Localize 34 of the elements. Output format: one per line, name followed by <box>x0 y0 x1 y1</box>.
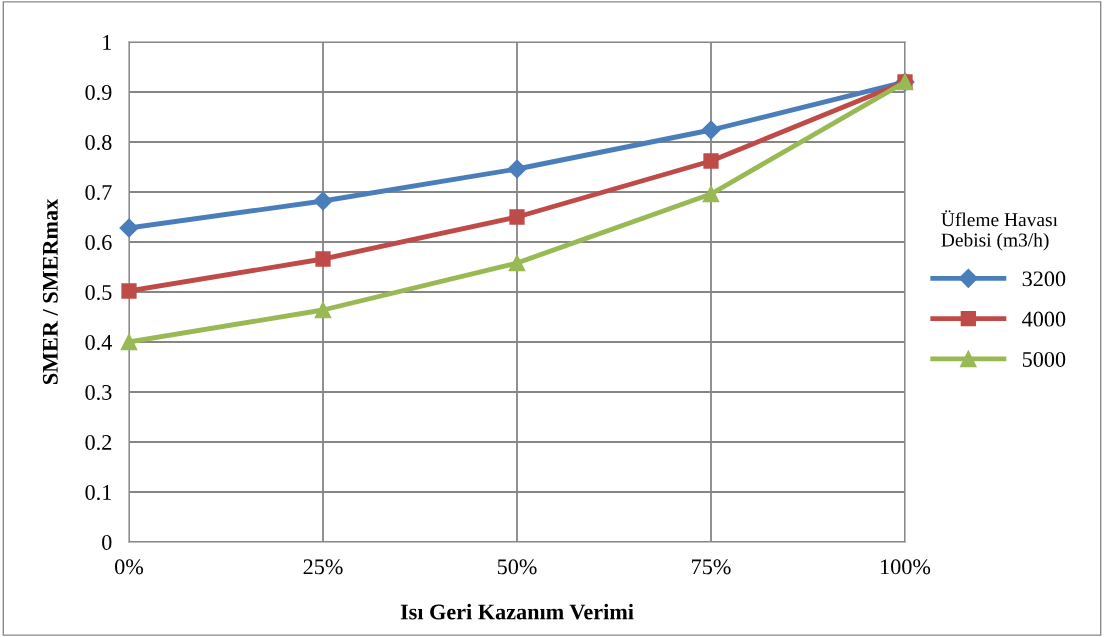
x-tick-label: 50% <box>497 559 537 575</box>
point <box>314 301 332 319</box>
y-tick-label: 0.3 <box>85 384 112 401</box>
y-tick-label: 0.1 <box>85 484 111 501</box>
point <box>703 153 719 169</box>
point <box>509 209 525 225</box>
x-tick-label: 25% <box>303 559 343 575</box>
point <box>313 191 333 211</box>
y-tick-label: 0 <box>102 534 112 550</box>
y-tick-label: 0.9 <box>85 84 112 101</box>
point <box>121 283 137 299</box>
legend-label: 3200 <box>1022 271 1066 287</box>
point <box>702 185 720 203</box>
y-axis-title: SMER / SMERmax <box>42 198 58 385</box>
legend-label: 4000 <box>1022 311 1066 327</box>
point <box>701 120 721 140</box>
y-tick-label: 0.6 <box>85 234 112 251</box>
y-tick-label: 0.5 <box>85 284 112 301</box>
point <box>508 254 526 272</box>
x-tick-label: 100% <box>881 559 931 575</box>
y-tick-label: 0.4 <box>85 334 112 351</box>
point <box>507 159 527 179</box>
legend-title: Üfleme Havası Debisi (m3/h) <box>941 210 1058 251</box>
point <box>120 333 138 351</box>
y-tick-label: 0.2 <box>85 434 112 451</box>
x-tick-label: 0% <box>115 559 144 575</box>
y-tick-label: 1 <box>103 35 111 50</box>
y-tick-label: 0.7 <box>85 184 112 201</box>
point <box>315 251 331 267</box>
y-tick-label: 0.8 <box>85 134 112 151</box>
legend-label: 5000 <box>1022 351 1066 367</box>
point <box>119 218 139 238</box>
x-tick-label: 75% <box>692 559 731 575</box>
x-axis-title: Isı Geri Kazanım Verimi <box>400 603 634 620</box>
